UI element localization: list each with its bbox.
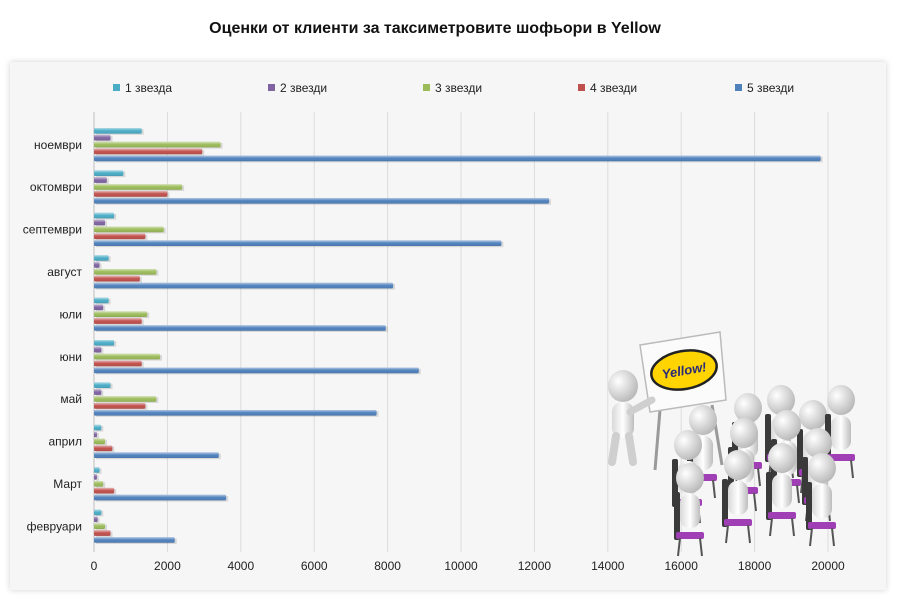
bar-highlight bbox=[94, 191, 168, 197]
bar-highlight bbox=[94, 148, 203, 155]
bar-highlight bbox=[94, 340, 115, 346]
legend-swatch bbox=[423, 84, 430, 91]
x-tick-label: 4000 bbox=[227, 559, 254, 573]
bar-shadow bbox=[96, 432, 99, 439]
audience-member bbox=[722, 450, 752, 544]
bar-highlight bbox=[94, 452, 219, 458]
bar-highlight bbox=[94, 367, 419, 374]
audience-member bbox=[766, 443, 796, 537]
category-label: юли bbox=[60, 307, 82, 321]
category-label: юни bbox=[60, 350, 82, 364]
bar-highlight bbox=[94, 346, 102, 353]
bar-highlight bbox=[94, 389, 102, 395]
bar-highlight bbox=[94, 219, 106, 226]
x-tick-labels: 0 2000 4000 6000 8000 10000 12000 14000 16000 180… bbox=[91, 559, 845, 573]
bar-highlight bbox=[94, 282, 394, 289]
bar-highlight bbox=[94, 481, 104, 487]
x-tick-label: 0 bbox=[91, 559, 98, 573]
bar-highlight bbox=[94, 198, 550, 204]
bar-highlight bbox=[94, 396, 157, 402]
bar-highlight bbox=[94, 353, 161, 360]
bar-shadow bbox=[96, 475, 99, 481]
x-tick-label: 12000 bbox=[518, 559, 552, 573]
presenter-audience-illustration: Yellow! bbox=[608, 331, 855, 557]
bar-highlight bbox=[94, 410, 377, 416]
bars bbox=[94, 128, 823, 544]
legend-label: 4 звезди bbox=[590, 81, 637, 95]
x-tick-label: 20000 bbox=[811, 559, 845, 573]
legend-swatch bbox=[268, 84, 275, 91]
seated-audience bbox=[672, 385, 855, 557]
x-tick-label: 8000 bbox=[374, 559, 401, 573]
bar-highlight bbox=[94, 184, 183, 190]
bar-highlight bbox=[94, 360, 142, 367]
legend: 1 звезда 2 звезди 3 звезди 4 звезди 5 звезди bbox=[113, 81, 794, 95]
category-label: Март bbox=[53, 477, 82, 491]
bar-highlight bbox=[94, 134, 111, 141]
bar-highlight bbox=[94, 262, 100, 268]
bar-highlight bbox=[94, 494, 227, 501]
bar-highlight bbox=[94, 255, 109, 261]
x-tick-label: 14000 bbox=[591, 559, 625, 573]
legend-label: 3 звезди bbox=[435, 81, 482, 95]
bar-highlight bbox=[94, 537, 175, 543]
x-tick-label: 10000 bbox=[444, 559, 478, 573]
legend-swatch bbox=[113, 84, 120, 91]
bar-highlight bbox=[94, 325, 386, 331]
bar-highlight bbox=[94, 233, 146, 240]
category-labels: февруари Март април май юни юли август септемвр… bbox=[23, 138, 83, 534]
legend-label: 5 звезди bbox=[747, 81, 794, 95]
bar-highlight bbox=[94, 467, 100, 473]
bar-highlight bbox=[94, 141, 221, 148]
bar-highlight bbox=[94, 212, 115, 219]
category-label: май bbox=[60, 392, 82, 406]
bar-highlight bbox=[94, 438, 106, 445]
bar-highlight bbox=[94, 424, 102, 431]
bar-highlight bbox=[94, 226, 164, 233]
x-tick-label: 18000 bbox=[738, 559, 772, 573]
bar-highlight bbox=[94, 240, 502, 246]
bar-highlight bbox=[94, 304, 104, 311]
category-label: април bbox=[48, 435, 82, 449]
category-label: август bbox=[47, 265, 82, 279]
bar-highlight bbox=[94, 155, 821, 162]
flip-chart-board: Yellow! bbox=[639, 331, 727, 471]
legend-label: 2 звезди bbox=[280, 81, 327, 95]
legend-swatch bbox=[735, 84, 742, 91]
bar-highlight bbox=[94, 403, 146, 409]
x-tick-label: 6000 bbox=[301, 559, 328, 573]
bar-highlight bbox=[94, 269, 157, 275]
bar-highlight bbox=[94, 523, 106, 529]
bar-highlight bbox=[94, 530, 111, 536]
audience-member bbox=[806, 453, 836, 547]
category-label: февруари bbox=[27, 519, 82, 533]
bar-highlight bbox=[94, 177, 107, 183]
bar-highlight bbox=[94, 509, 102, 516]
bar-shadow bbox=[96, 517, 100, 524]
bar-highlight bbox=[94, 431, 97, 438]
bar-highlight bbox=[94, 297, 109, 304]
x-tick-label: 2000 bbox=[154, 559, 181, 573]
bar-highlight bbox=[94, 474, 97, 480]
bar-highlight bbox=[94, 487, 115, 494]
chart-title: Оценки от клиенти за таксиметровите шофь… bbox=[209, 20, 661, 37]
legend-swatch bbox=[578, 84, 585, 91]
category-label: септември bbox=[23, 223, 82, 237]
bar-highlight bbox=[94, 128, 142, 134]
category-label: ноември bbox=[34, 138, 82, 152]
presenter-figure bbox=[608, 370, 656, 466]
audience-member bbox=[674, 463, 704, 557]
bar-highlight bbox=[94, 311, 148, 317]
legend-label: 1 звезда bbox=[125, 81, 172, 95]
bar-highlight bbox=[94, 170, 124, 176]
bar-highlight bbox=[94, 275, 140, 282]
x-tick-label: 16000 bbox=[665, 559, 699, 573]
bar-highlight bbox=[94, 516, 98, 523]
bar-highlight bbox=[94, 318, 142, 324]
category-label: октомври bbox=[30, 180, 82, 194]
bar-highlight bbox=[94, 445, 113, 452]
bar-highlight bbox=[94, 382, 111, 388]
